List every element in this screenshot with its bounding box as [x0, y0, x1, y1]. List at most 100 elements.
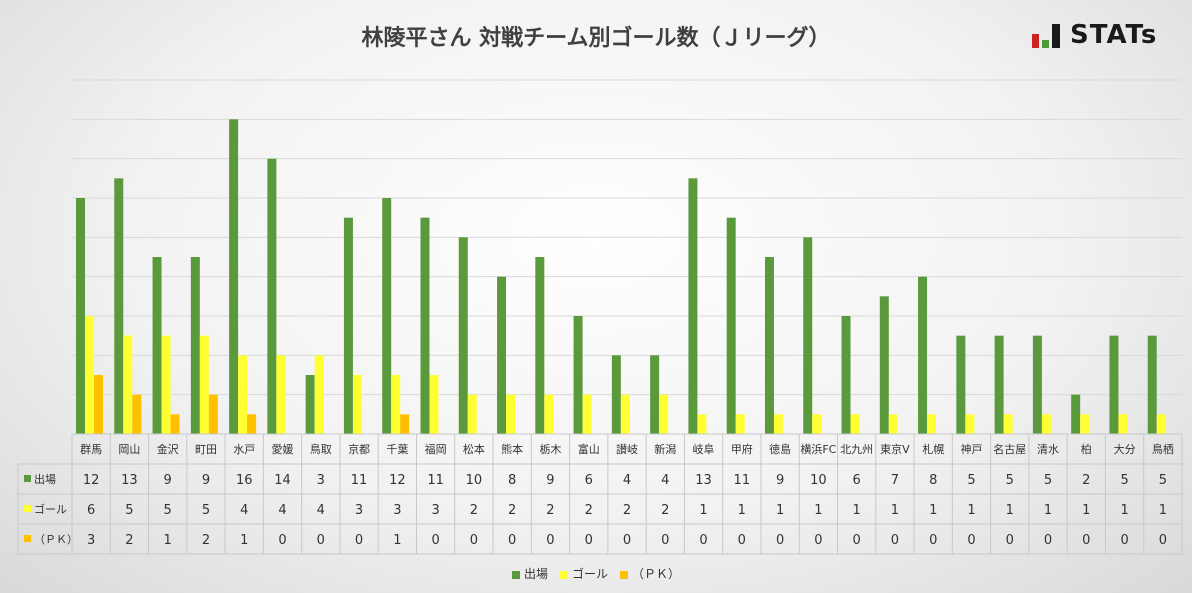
bar — [1147, 335, 1157, 434]
data-value: 9 — [776, 473, 784, 488]
legend-swatch — [620, 570, 628, 579]
data-value: 0 — [470, 533, 478, 548]
category-label: 栃木 — [539, 442, 561, 456]
data-value: 0 — [1120, 533, 1128, 548]
data-value: 9 — [546, 473, 554, 488]
data-value: 1 — [1006, 503, 1014, 518]
data-value: 1 — [853, 503, 861, 518]
category-label: 横浜FC — [800, 442, 836, 456]
bar — [161, 335, 171, 434]
bar — [544, 394, 554, 434]
data-value: 1 — [699, 503, 707, 518]
data-value: 0 — [776, 533, 784, 548]
data-value: 0 — [623, 533, 631, 548]
data-value: 8 — [508, 473, 516, 488]
data-value: 16 — [236, 473, 253, 488]
data-value: 5 — [1044, 473, 1052, 488]
bar — [238, 355, 248, 434]
bar — [314, 355, 324, 434]
series-label: ゴール — [34, 502, 67, 516]
legend-swatch — [511, 570, 520, 579]
bar — [229, 119, 239, 434]
data-value: 3 — [87, 533, 95, 548]
data-value: 1 — [967, 503, 975, 518]
legend-item: （ＰＫ） — [620, 565, 680, 582]
category-label: 熊本 — [501, 442, 523, 456]
bar — [1109, 335, 1119, 434]
data-value: 13 — [695, 473, 712, 488]
data-value: 11 — [427, 473, 444, 488]
series-label: 出場 — [34, 472, 56, 486]
bar — [76, 198, 85, 434]
data-value: 0 — [1159, 533, 1167, 548]
data-value: 4 — [623, 473, 631, 488]
bar — [1041, 414, 1051, 434]
data-value: 2 — [546, 503, 554, 518]
category-label: 東京V — [880, 442, 910, 456]
category-label: 岐阜 — [693, 443, 715, 456]
data-value: 5 — [164, 503, 172, 518]
bar — [190, 257, 200, 434]
category-label: 鳥取 — [310, 442, 332, 456]
bar — [650, 355, 660, 434]
category-label: 神戸 — [960, 442, 982, 456]
category-label: 大分 — [1114, 442, 1136, 456]
data-value: 1 — [1120, 503, 1128, 518]
data-value: 1 — [814, 503, 822, 518]
category-label: 名古屋 — [993, 442, 1026, 456]
data-value: 6 — [585, 473, 593, 488]
bar — [879, 296, 889, 434]
bar — [305, 375, 315, 434]
data-value: 5 — [1006, 473, 1014, 488]
bar — [94, 375, 103, 434]
data-value: 12 — [389, 473, 406, 488]
bar — [620, 394, 630, 434]
category-label: 北九州 — [840, 443, 873, 456]
bar — [659, 394, 669, 434]
data-value: 2 — [508, 503, 516, 518]
data-value: 0 — [853, 533, 861, 548]
data-value: 5 — [125, 503, 133, 518]
data-value: 10 — [810, 473, 827, 488]
bar-chart-logo-icon — [1032, 24, 1060, 48]
data-value: 1 — [738, 503, 746, 518]
data-value: 0 — [1044, 533, 1052, 548]
brand-name: STATs — [1070, 20, 1158, 50]
category-label: 福岡 — [425, 442, 447, 456]
bar — [170, 414, 180, 434]
bar — [697, 414, 707, 434]
brand-logo: STATs — [1030, 20, 1180, 52]
bar — [994, 335, 1004, 434]
legend-key — [24, 505, 31, 512]
bar — [420, 217, 430, 434]
bar — [918, 276, 928, 434]
bar — [114, 178, 124, 434]
bar — [888, 414, 898, 434]
data-value: 2 — [661, 503, 669, 518]
bar — [841, 316, 851, 434]
bar — [611, 355, 621, 434]
legend-swatch — [559, 570, 568, 579]
data-value: 3 — [431, 503, 439, 518]
category-label: 松本 — [463, 442, 485, 456]
bar — [208, 394, 218, 434]
data-value: 1 — [164, 533, 172, 548]
bar — [764, 257, 774, 434]
category-label: 群馬 — [80, 442, 102, 456]
bar — [535, 257, 545, 434]
data-value: 0 — [278, 533, 286, 548]
data-value: 2 — [125, 533, 133, 548]
data-value: 0 — [738, 533, 746, 548]
category-label: 京都 — [348, 442, 370, 456]
category-label: 水戸 — [233, 443, 255, 456]
series-label: （ＰＫ） — [34, 533, 78, 546]
bar — [726, 217, 736, 434]
bar — [965, 414, 975, 434]
data-value: 2 — [202, 533, 210, 548]
data-value: 1 — [1159, 503, 1167, 518]
data-value: 1 — [891, 503, 899, 518]
data-value: 9 — [164, 473, 172, 488]
data-value: 1 — [240, 533, 248, 548]
data-value: 4 — [278, 503, 286, 518]
data-value: 0 — [431, 533, 439, 548]
